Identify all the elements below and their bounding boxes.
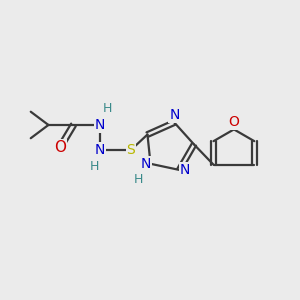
- Text: H: H: [134, 172, 143, 186]
- Text: N: N: [180, 163, 190, 177]
- Text: O: O: [229, 115, 239, 129]
- Text: S: S: [127, 143, 135, 157]
- Text: O: O: [54, 140, 66, 154]
- Text: N: N: [141, 157, 151, 171]
- Text: H: H: [103, 102, 112, 115]
- Text: N: N: [169, 108, 179, 122]
- Text: N: N: [95, 118, 105, 132]
- Text: H: H: [90, 160, 99, 173]
- Text: N: N: [95, 143, 105, 157]
